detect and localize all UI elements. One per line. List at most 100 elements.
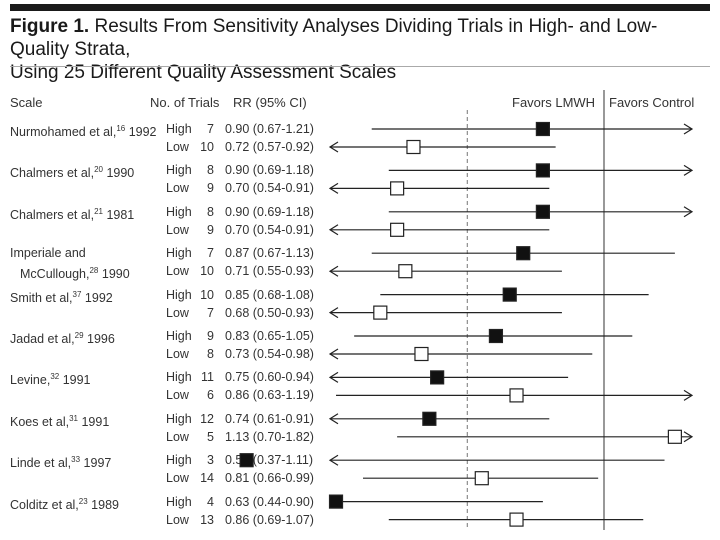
trial-count: 7 xyxy=(207,122,214,136)
study-year: 1996 xyxy=(83,332,115,347)
trial-count: 13 xyxy=(200,512,214,527)
study-year: 1990 xyxy=(102,166,135,181)
rr-ci: 0.72 (0.57-0.92) xyxy=(225,140,314,154)
ci-arrow-left xyxy=(328,265,339,277)
study-name-text: McCullough, xyxy=(20,267,90,282)
rr-ci: 0.90 (0.69-1.18) xyxy=(225,163,314,178)
high-quality-marker xyxy=(328,494,344,509)
header-favors-control: Favors Control xyxy=(609,95,695,110)
study-ref: 37 xyxy=(72,289,82,299)
high-quality-marker xyxy=(488,328,504,344)
rr-ci: 0.86 (0.69-1.07) xyxy=(225,512,314,527)
rr-ci: 0.81 (0.66-0.99) xyxy=(225,471,314,486)
rr-ci: 0.70 (0.54-0.91) xyxy=(225,222,314,237)
study-name-text: Colditz et al, xyxy=(10,497,79,512)
stratum-label: High xyxy=(166,122,192,136)
study-ref: 32 xyxy=(50,372,60,382)
trial-count: 11 xyxy=(201,370,214,385)
study-name: Jadad et al,29 1996 xyxy=(10,329,115,346)
figure-title-line1: Results From Sensitivity Analyses Dividi… xyxy=(10,16,658,60)
low-quality-marker xyxy=(390,222,405,237)
stratum-label: Low xyxy=(166,512,189,527)
ci-arrow-right xyxy=(683,206,694,218)
rr-ci: 0.63 (0.44-0.90) xyxy=(225,494,314,509)
low-quality-marker xyxy=(373,305,388,320)
trial-count: 3 xyxy=(207,453,214,468)
trial-count: 12 xyxy=(200,411,214,426)
header-rr: RR (95% CI) xyxy=(233,95,307,110)
trial-count: 6 xyxy=(207,388,214,403)
study-name-text: Imperiale and xyxy=(10,246,86,261)
stratum-label: High xyxy=(166,329,192,343)
high-quality-marker xyxy=(516,246,531,261)
stratum-label: Low xyxy=(166,181,189,196)
rr-ci: 0.86 (0.63-1.19) xyxy=(225,388,314,403)
low-quality-marker xyxy=(406,139,421,155)
study-year: 1997 xyxy=(80,456,112,471)
rr-ci: 0.75 (0.60-0.94) xyxy=(225,370,314,385)
ci-arrow-left xyxy=(328,371,339,383)
trial-count: 14 xyxy=(200,471,214,486)
trial-count: 5 xyxy=(207,429,214,444)
stratum-label: High xyxy=(166,453,192,468)
study-name: Chalmers et al,21 1981 xyxy=(10,205,134,222)
stratum-label: Low xyxy=(166,429,189,444)
trial-count: 10 xyxy=(200,140,214,154)
study-year: 1981 xyxy=(102,207,135,222)
trial-count: 9 xyxy=(207,329,214,343)
study-year: 1989 xyxy=(87,497,119,512)
study-year: 1992 xyxy=(81,290,113,305)
stratum-label: Low xyxy=(166,471,189,486)
stratum-label: High xyxy=(166,163,192,178)
rr-ci: 0.85 (0.68-1.08) xyxy=(225,287,314,302)
title-bar-rule xyxy=(10,4,710,11)
low-quality-marker xyxy=(398,264,413,279)
ci-arrow-right xyxy=(683,431,694,443)
ci-arrow-left xyxy=(328,413,339,425)
trial-count: 8 xyxy=(207,163,214,178)
high-quality-marker xyxy=(422,411,437,426)
study-name: Imperiale and xyxy=(10,246,86,260)
rr-ci: 0.70 (0.54-0.91) xyxy=(225,181,314,196)
study-name: Smith et al,37 1992 xyxy=(10,288,113,305)
study-name: Colditz et al,23 1989 xyxy=(10,495,119,512)
ci-arrow-right xyxy=(683,164,694,176)
trial-count: 9 xyxy=(207,222,214,237)
low-quality-marker xyxy=(414,346,429,362)
rr-ci: 0.87 (0.67-1.13) xyxy=(225,246,314,261)
study-name-text: Chalmers et al, xyxy=(10,207,95,222)
stratum-label: Low xyxy=(166,347,189,361)
ci-arrow-left xyxy=(328,224,339,236)
stratum-label: High xyxy=(166,246,192,261)
study-ref: 29 xyxy=(74,331,84,340)
study-name-text: Jadad et al, xyxy=(10,332,75,347)
high-quality-marker xyxy=(535,163,550,178)
high-quality-marker xyxy=(239,453,254,468)
study-ref: 20 xyxy=(94,165,103,175)
study-ref: 16 xyxy=(116,124,126,133)
stratum-label: High xyxy=(166,411,192,426)
ci-arrow-left xyxy=(328,307,339,319)
ci-arrow-left xyxy=(328,454,339,466)
study-year: 1991 xyxy=(77,414,110,429)
trial-count: 8 xyxy=(207,347,214,361)
rr-ci: 0.73 (0.54-0.98) xyxy=(225,347,314,361)
stratum-label: Low xyxy=(166,305,189,320)
study-year: 1990 xyxy=(98,267,130,282)
stratum-label: High xyxy=(166,494,192,509)
study-ref: 28 xyxy=(89,266,99,276)
trial-count: 7 xyxy=(207,246,214,261)
trial-count: 8 xyxy=(207,204,214,219)
rr-ci: 0.83 (0.65-1.05) xyxy=(225,329,314,343)
rr-ci: 1.13 (0.70-1.82) xyxy=(225,429,314,444)
study-name: Levine,32 1991 xyxy=(10,370,91,387)
stratum-label: High xyxy=(166,287,192,302)
study-year: 1991 xyxy=(59,373,91,388)
header-trials: No. of Trials xyxy=(150,95,220,110)
header-scale: Scale xyxy=(10,95,43,110)
ci-arrow-left xyxy=(328,141,339,153)
stratum-label: Low xyxy=(166,140,189,154)
title-divider xyxy=(10,66,710,67)
high-quality-marker xyxy=(535,204,550,219)
low-quality-marker xyxy=(474,471,489,486)
